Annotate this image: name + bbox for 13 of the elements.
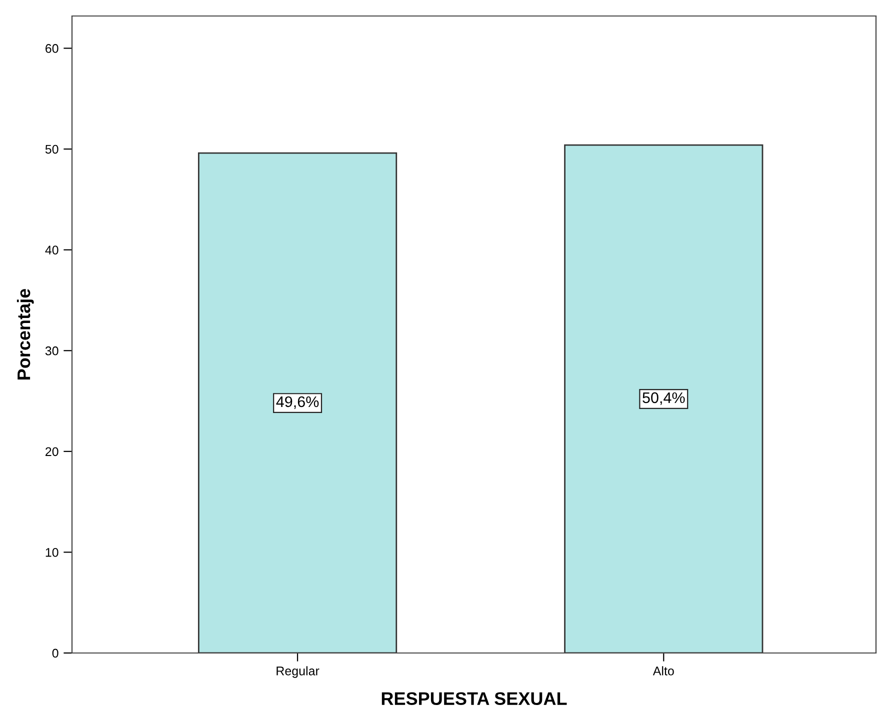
x-tick-label: Alto: [652, 666, 674, 676]
y-tick-label: 10: [46, 548, 58, 557]
y-tick-label: 50: [45, 144, 58, 154]
y-tick-label: 20: [46, 447, 58, 456]
x-tick-label: Regular: [276, 666, 320, 678]
data-label: 49,6%: [276, 396, 319, 409]
y-axis-title: Porcentaje: [16, 288, 34, 380]
y-tick-label: 40: [45, 246, 58, 254]
x-axis-title: RESPUESTA SEXUAL: [382, 692, 567, 705]
data-label: 50,4%: [642, 392, 685, 405]
y-tick-label: 30: [45, 346, 58, 356]
y-tick-label: 0: [52, 648, 58, 658]
y-tick-label: 60: [46, 44, 58, 53]
